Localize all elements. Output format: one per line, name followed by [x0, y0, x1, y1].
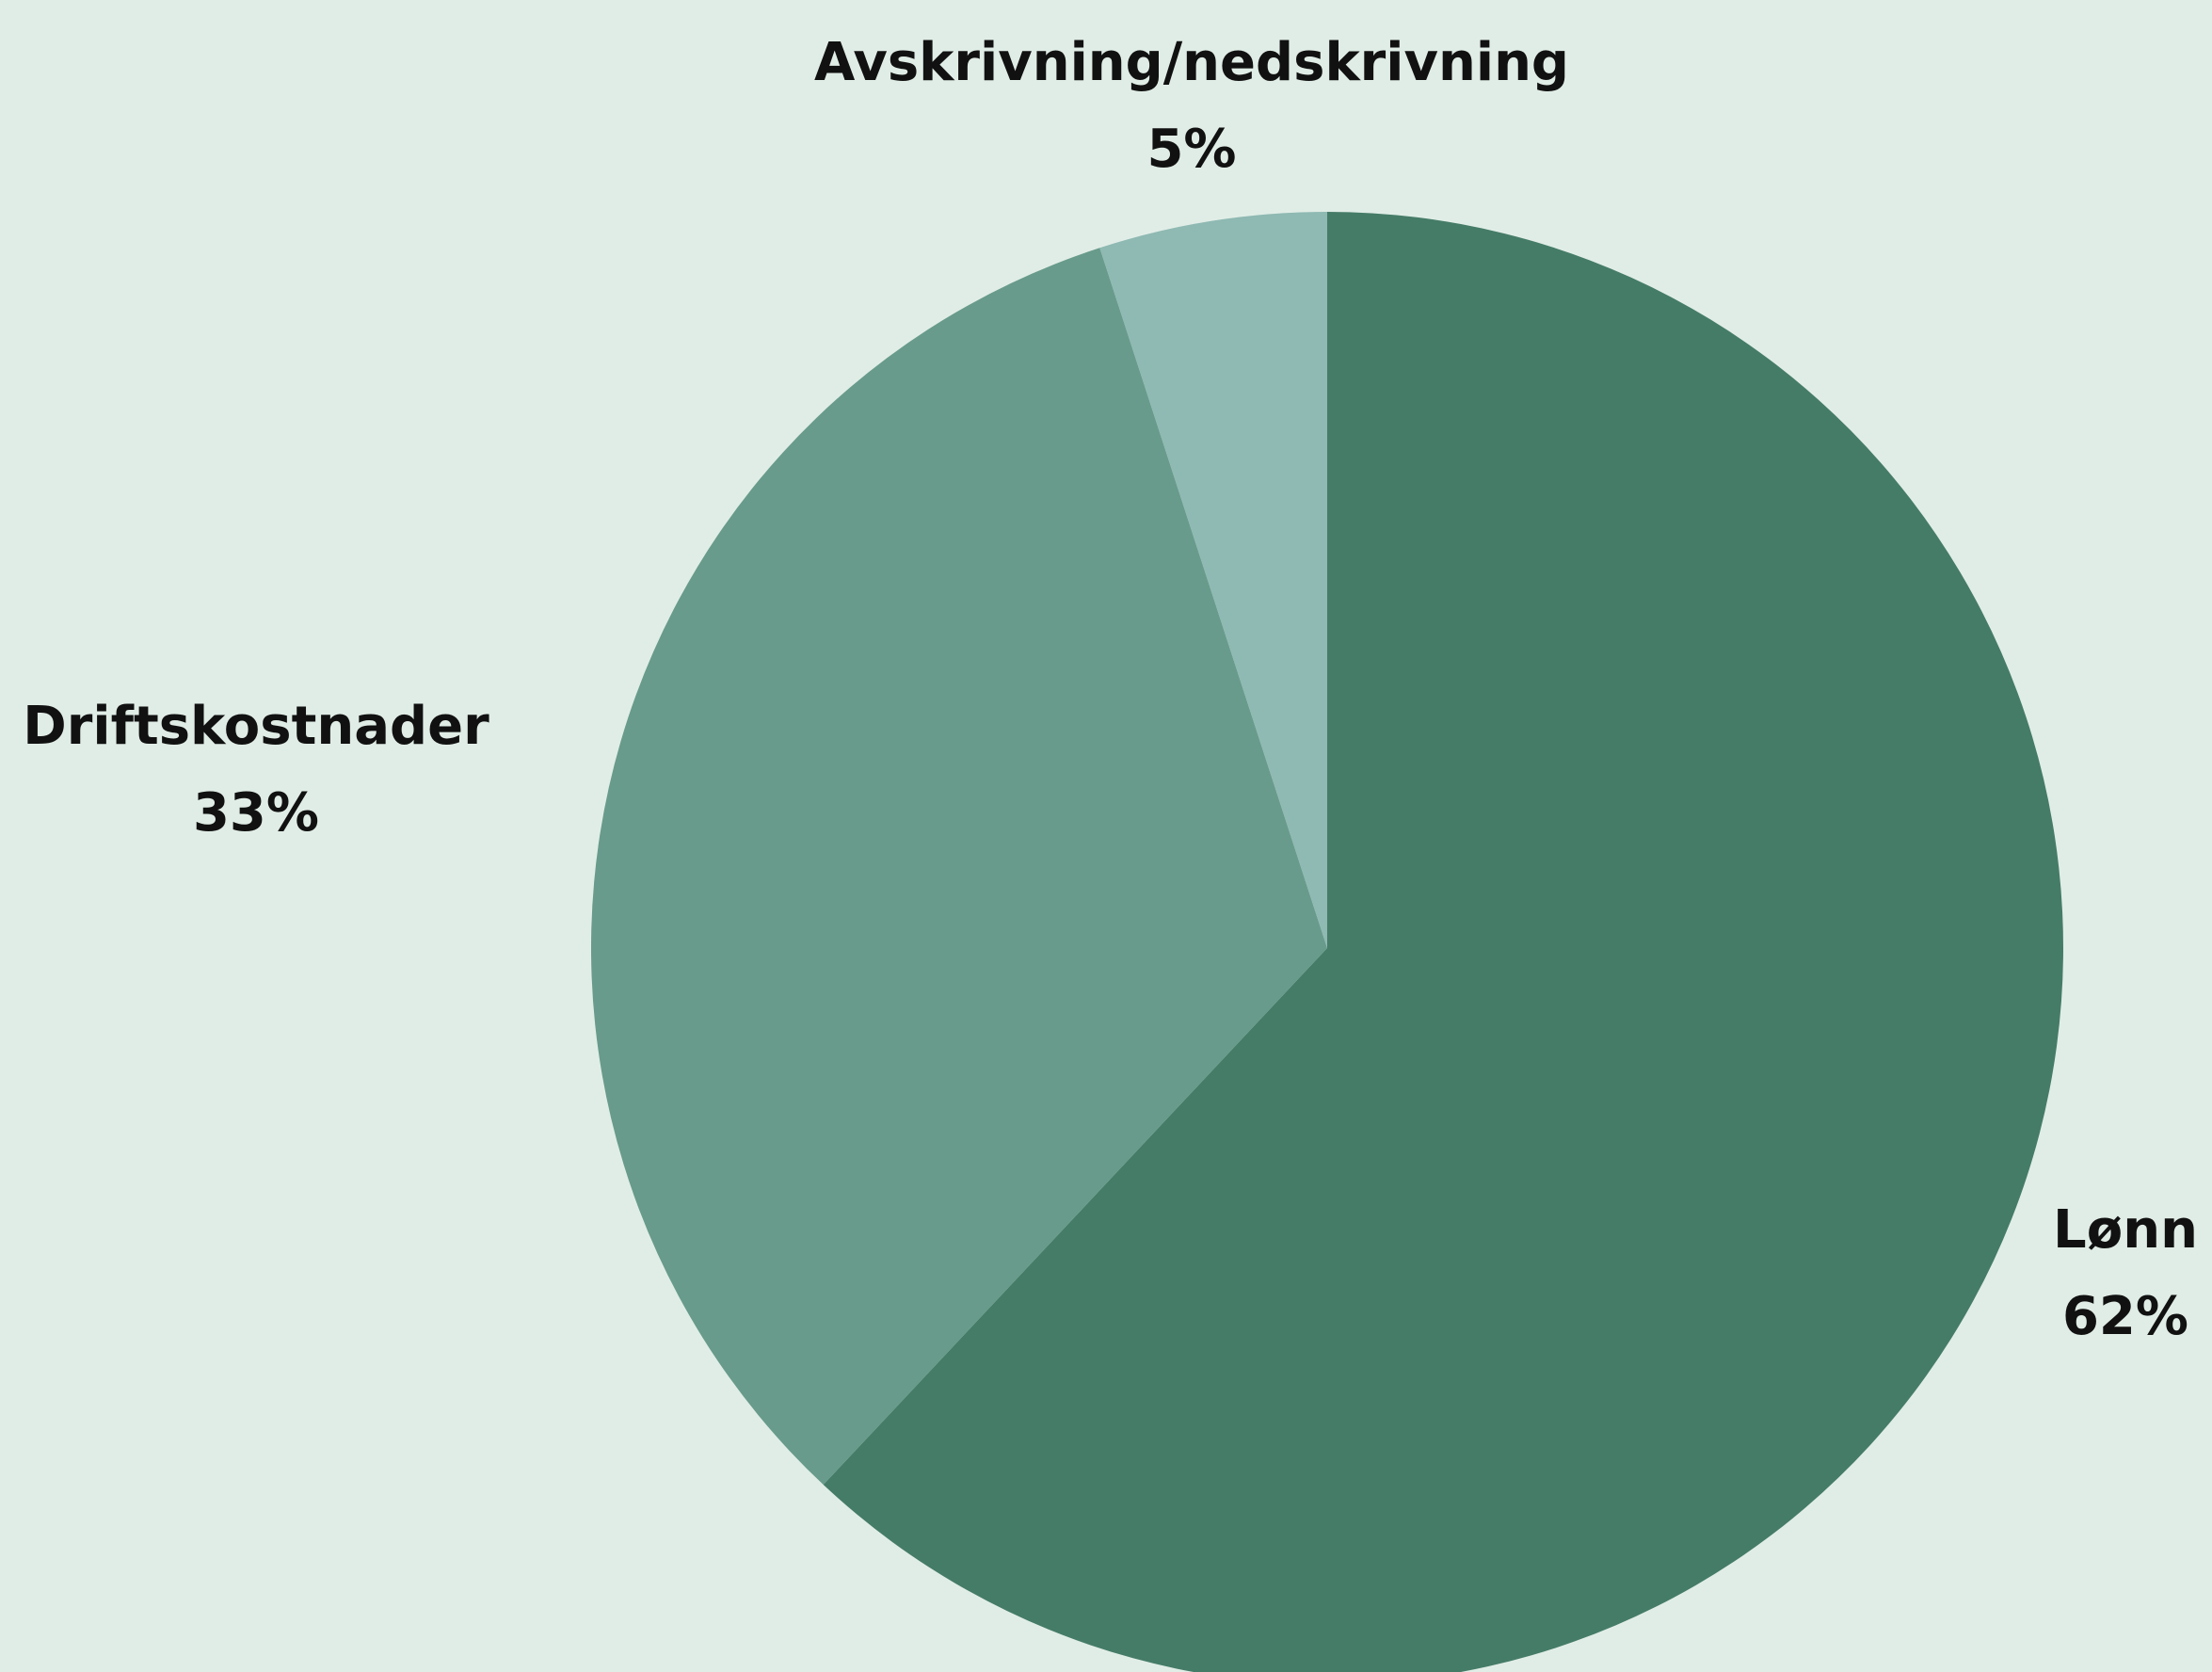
slice-label-0: Lønn [2053, 1199, 2198, 1261]
pie-slice-2 [1099, 212, 1327, 948]
slice-label-2: Avskrivning/nedskrivning [814, 32, 1569, 93]
slices-layer [590, 212, 2063, 1672]
pie-slice-1 [590, 248, 1327, 1486]
slice-label-1: Driftskostnader [23, 696, 489, 757]
pie-slice-0 [823, 212, 2063, 1672]
slice-value-label-1: 33% [193, 782, 319, 844]
slice-value-label-0: 62% [2062, 1286, 2188, 1347]
slice-value-label-2: 5% [1146, 119, 1236, 180]
labels-layer: Lønn 62% Driftskostnader 33% Avskrivning/ned… [23, 32, 2198, 1347]
